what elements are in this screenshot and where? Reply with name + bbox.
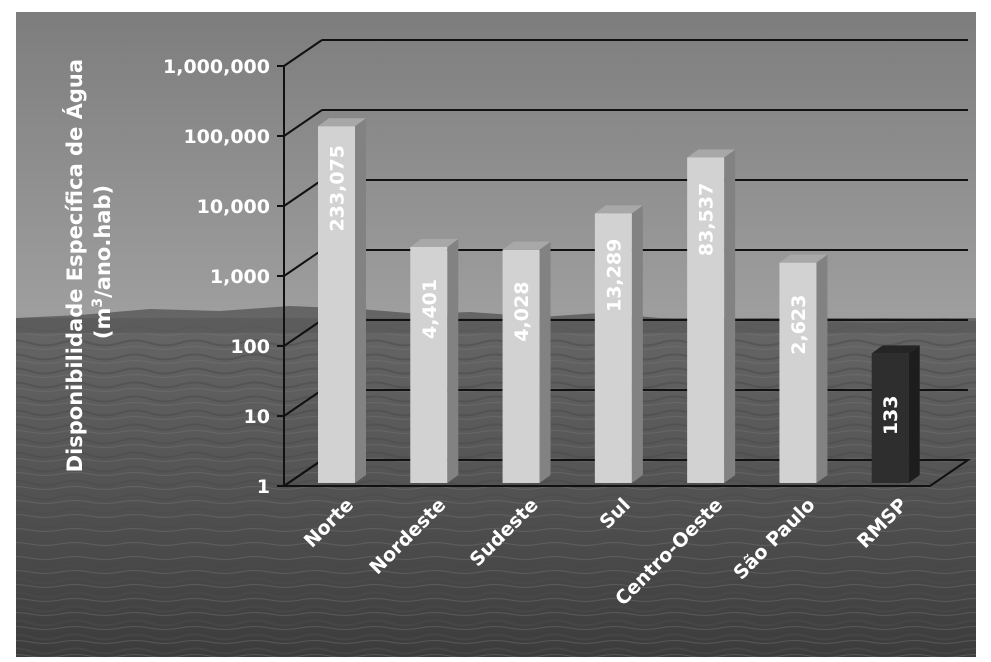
axis-connector bbox=[283, 179, 323, 207]
bar-s-o-paulo: 2,623 bbox=[779, 254, 828, 483]
bar-side bbox=[724, 149, 736, 483]
bar-side bbox=[447, 238, 459, 483]
bar-value-label: 4,028 bbox=[511, 282, 533, 342]
y-tick-label: 1,000,000 bbox=[163, 56, 270, 78]
bar-side bbox=[908, 345, 920, 483]
bar-value-label: 13,289 bbox=[603, 239, 625, 312]
y-tick-label: 1,000 bbox=[210, 266, 270, 288]
bar-side bbox=[355, 118, 366, 483]
bar-top bbox=[779, 254, 828, 263]
background-photo bbox=[16, 12, 976, 657]
y-tick-label: 100,000 bbox=[183, 126, 270, 148]
bar-front bbox=[502, 249, 540, 483]
bar-top bbox=[410, 238, 459, 247]
bar-nordeste: 4,401 bbox=[410, 238, 459, 483]
bar-side bbox=[816, 254, 828, 483]
bar-side bbox=[631, 205, 643, 484]
axis-connector bbox=[283, 319, 323, 347]
bar-value-label: 83,537 bbox=[696, 183, 718, 256]
bar-front bbox=[410, 246, 448, 483]
bar-side bbox=[539, 241, 551, 483]
bar-front bbox=[871, 353, 909, 483]
bar-front bbox=[687, 157, 725, 483]
axis-connector bbox=[283, 109, 323, 137]
y-axis-title-superscript: 3 bbox=[90, 298, 106, 308]
bar-top bbox=[871, 345, 920, 354]
y-tick-label: 10,000 bbox=[197, 196, 270, 218]
bar-front bbox=[318, 126, 355, 483]
y-axis-title: Disponibilidade Específica de Água (m3/a… bbox=[62, 52, 115, 473]
bar-top bbox=[687, 149, 736, 158]
bar-value-label: 133 bbox=[880, 395, 902, 435]
axis-connector bbox=[283, 389, 323, 417]
axis-connector bbox=[283, 249, 323, 277]
bar-front bbox=[594, 213, 632, 484]
bar-rmsp: 133 bbox=[871, 345, 920, 483]
bar-value-label: 233,075 bbox=[327, 145, 349, 232]
y-tick-label: 100 bbox=[230, 336, 270, 358]
bar-top bbox=[594, 205, 643, 214]
axis-connector bbox=[283, 39, 323, 67]
bar-value-label: 2,623 bbox=[788, 295, 810, 355]
bar-norte: 233,075 bbox=[318, 118, 366, 483]
bar-sudeste: 4,028 bbox=[502, 241, 551, 483]
chart-floor bbox=[280, 459, 972, 487]
bar-sul: 13,289 bbox=[594, 205, 643, 484]
bar-front bbox=[779, 262, 817, 483]
bar-centro-oeste: 83,537 bbox=[687, 149, 736, 483]
bar-top bbox=[502, 241, 551, 250]
y-axis-title-suffix: /ano.hab) bbox=[91, 185, 115, 298]
bars: 233,075 4,401 4,028 13,289 83,537 2,623 133 bbox=[318, 118, 920, 484]
y-tick-label: 10 bbox=[244, 406, 270, 428]
bar-top bbox=[318, 118, 366, 127]
y-axis: 1 10 100 1,000 10,000 100,000 1,000,000 bbox=[163, 56, 285, 498]
y-axis-title-prefix: (m bbox=[91, 308, 115, 339]
bar-value-label: 4,401 bbox=[419, 279, 441, 339]
y-axis-title-line1: Disponibilidade Específica de Água bbox=[62, 59, 87, 472]
y-tick-label: 1 bbox=[257, 476, 270, 498]
